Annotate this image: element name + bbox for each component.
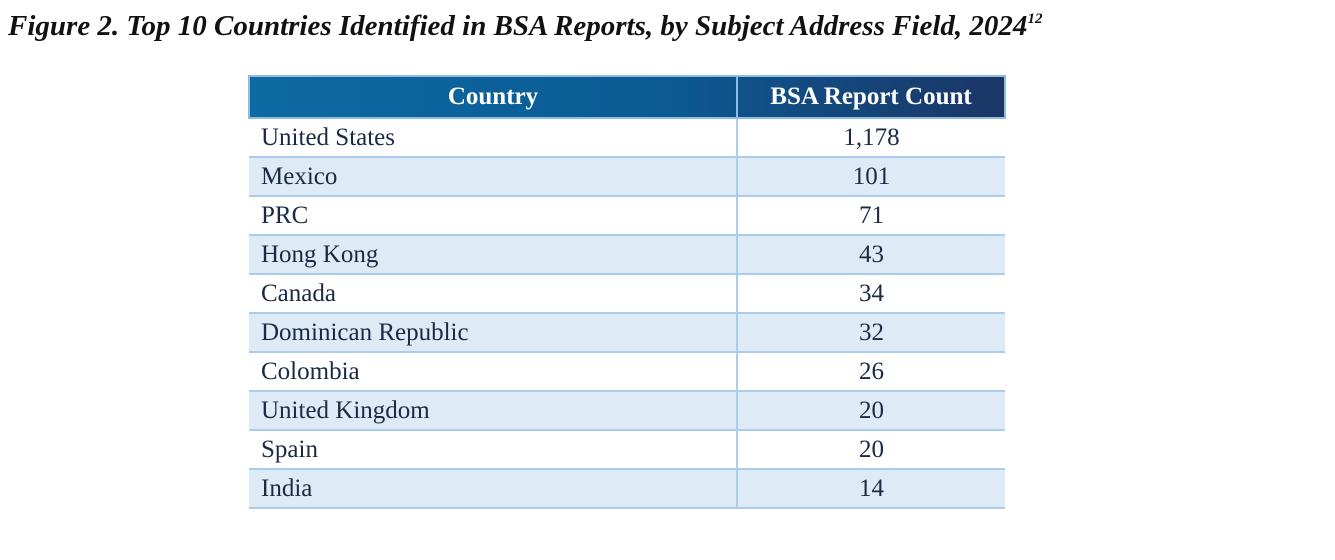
country-cell: India [249,468,737,509]
count-cell: 20 [736,429,1005,470]
count-cell: 20 [736,390,1005,431]
table-row: Canada 34 [249,273,1005,314]
country-cell: Mexico [249,156,737,197]
table-row: Spain 20 [249,429,1005,470]
count-cell: 32 [736,312,1005,353]
table-row: Hong Kong 43 [249,234,1005,275]
table-row: Colombia 26 [249,351,1005,392]
header-row: Country BSA Report Count [248,75,1006,119]
footnote-ref: 12 [1027,11,1043,27]
table-row: Dominican Republic 32 [249,312,1005,353]
count-cell: 1,178 [736,117,1005,158]
country-cell: Hong Kong [249,234,737,275]
count-cell: 34 [736,273,1005,314]
count-cell: 71 [736,195,1005,236]
count-cell: 43 [736,234,1005,275]
table-row: United States 1,178 [249,117,1005,158]
count-cell: 101 [736,156,1005,197]
table-row: India 14 [249,468,1005,509]
table-row: Mexico 101 [249,156,1005,197]
country-cell: PRC [249,195,737,236]
figure-title: Figure 2. Top 10 Countries Identified in… [8,10,1042,43]
country-cell: United Kingdom [249,390,737,431]
country-cell: Colombia [249,351,737,392]
table-row: PRC 71 [249,195,1005,236]
table-header: Country BSA Report Count [248,75,1006,119]
count-cell: 26 [736,351,1005,392]
country-cell: Canada [249,273,737,314]
count-cell: 14 [736,468,1005,509]
country-cell: Spain [249,429,737,470]
column-header: Country [248,75,738,119]
data-table: Country BSA Report Count United States 1,1… [248,75,1006,509]
table-row: United Kingdom 20 [249,390,1005,431]
column-header: BSA Report Count [736,75,1006,119]
country-cell: United States [249,117,737,158]
title-text: Figure 2. Top 10 Countries Identified in… [8,10,1028,42]
country-cell: Dominican Republic [249,312,737,353]
table-body: United States 1,178 Mexico 101 PRC 71 Hong Kon… [249,117,1005,509]
